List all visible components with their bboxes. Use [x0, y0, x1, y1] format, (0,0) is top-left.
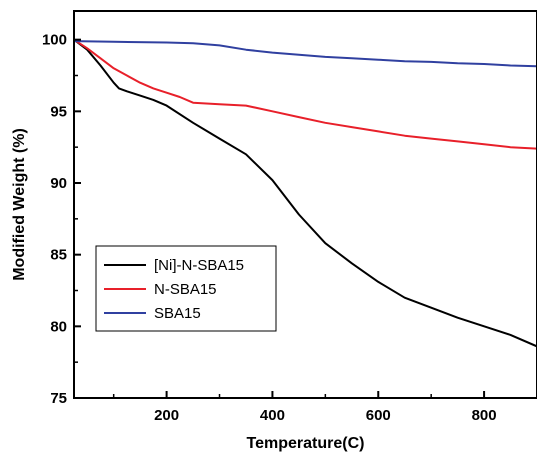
- x-tick-label: 200: [154, 407, 179, 424]
- series-line: [73, 40, 537, 68]
- series-line: [73, 38, 537, 348]
- y-tick-label: 75: [50, 390, 67, 407]
- plot-lines: [73, 38, 537, 348]
- x-tick-label: 800: [472, 407, 497, 424]
- x-tick-label: 600: [366, 407, 391, 424]
- y-tick-label: 100: [42, 32, 67, 49]
- series-line: [73, 38, 537, 150]
- x-axis: 200 400 600 800: [112, 391, 497, 424]
- y-axis-title: Modified Weight (%): [11, 128, 28, 281]
- legend: [Ni]-N-SBA15 N-SBA15 SBA15: [95, 245, 277, 332]
- y-tick-label: 90: [50, 175, 67, 192]
- plot-frame: [73, 10, 537, 399]
- x-tick-label: 400: [260, 407, 285, 424]
- y-tick-label: 95: [50, 103, 67, 120]
- legend-label: SBA15: [154, 305, 201, 322]
- y-tick-label: 80: [50, 318, 67, 335]
- y-tick-label: 85: [50, 247, 67, 264]
- legend-label: [Ni]-N-SBA15: [154, 257, 244, 274]
- legend-label: N-SBA15: [154, 281, 217, 298]
- x-axis-title: Temperature(C): [247, 435, 365, 452]
- y-axis: 75 80 85 90 95 100: [42, 32, 81, 407]
